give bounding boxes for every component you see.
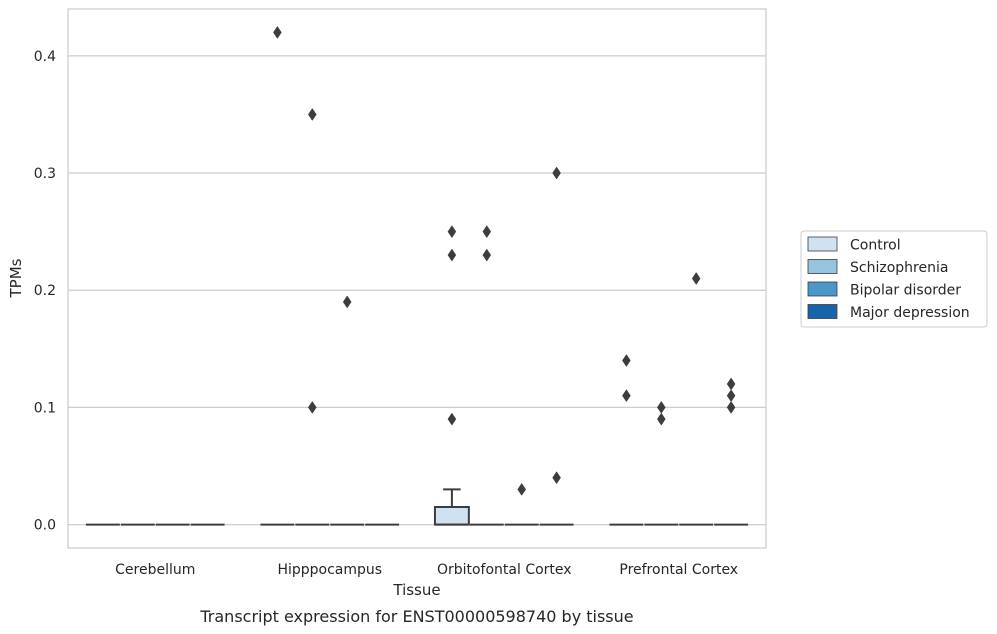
- y-axis-label: TPMs: [7, 258, 25, 298]
- outlier-point: [622, 389, 631, 403]
- y-tick-label: 0.1: [34, 400, 56, 416]
- box-plot-marks: [85, 25, 749, 526]
- outlier-point: [552, 166, 561, 180]
- x-tick-label: Orbitofontal Cortex: [437, 562, 572, 578]
- y-tick-label: 0.3: [34, 166, 56, 182]
- legend: Control Schizophrenia Bipolar disorder Majo…: [800, 230, 988, 328]
- outlier-point: [447, 412, 457, 426]
- chart-caption: Transcript expression for ENST0000059874…: [199, 607, 633, 626]
- outlier-point: [307, 400, 317, 414]
- outlier-point: [656, 412, 666, 426]
- outlier-point: [552, 471, 561, 485]
- outlier-point: [273, 25, 282, 39]
- x-tick-label: Prefrontal Cortex: [619, 562, 738, 578]
- x-axis-label: Tissue: [392, 581, 440, 599]
- outlier-point: [656, 400, 666, 414]
- box: [433, 505, 470, 526]
- grid-lines: [68, 55, 766, 526]
- x-axis-ticks: Cerebellum Hipppocampus Orbitofontal Corte…: [115, 562, 738, 578]
- outlier-point: [691, 272, 701, 285]
- x-tick-label: Cerebellum: [115, 562, 195, 578]
- outlier-point: [447, 248, 457, 262]
- outlier-point: [482, 225, 492, 239]
- outlier-point: [726, 377, 736, 391]
- outlier-point: [517, 482, 527, 496]
- x-tick-label: Hipppocampus: [277, 562, 382, 578]
- legend-frame: [800, 230, 988, 328]
- outlier-point: [622, 354, 631, 367]
- legend-swatch: [807, 304, 838, 319]
- y-tick-label: 0.0: [34, 518, 56, 534]
- legend-label: Control: [850, 238, 901, 254]
- legend-swatch: [807, 236, 838, 252]
- outlier-point: [482, 248, 492, 262]
- legend-label: Major depression: [850, 305, 970, 321]
- y-tick-label: 0.4: [34, 49, 56, 65]
- legend-swatch: [807, 259, 838, 274]
- outlier-point: [307, 108, 317, 121]
- plot-area-frame: [67, 8, 767, 549]
- legend-label: Bipolar disorder: [850, 283, 961, 299]
- outlier-point: [726, 400, 736, 414]
- outlier-point: [726, 389, 736, 403]
- outlier-point: [447, 225, 457, 239]
- legend-swatch: [807, 281, 838, 297]
- y-tick-label: 0.2: [34, 283, 56, 299]
- legend-label: Schizophrenia: [850, 260, 948, 276]
- y-axis-ticks: 0.0 0.1 0.2 0.3 0.4: [34, 49, 56, 534]
- outlier-point: [342, 295, 352, 309]
